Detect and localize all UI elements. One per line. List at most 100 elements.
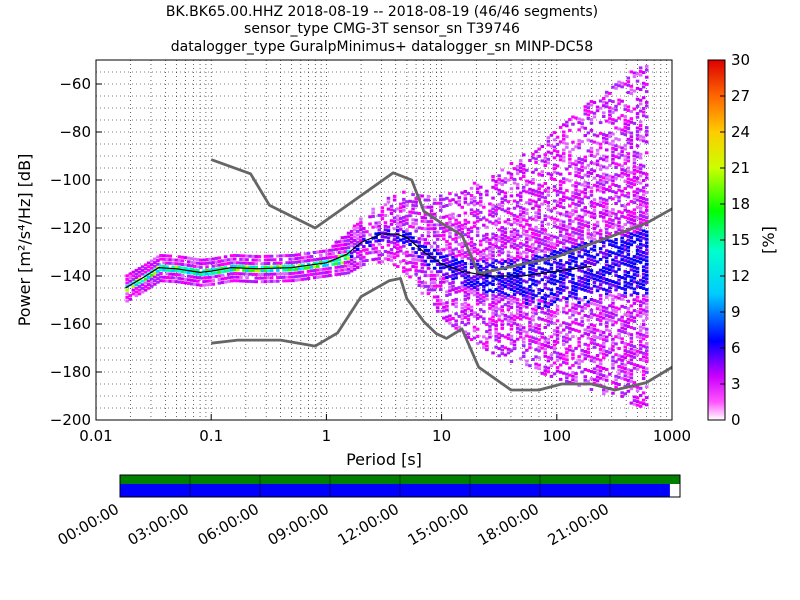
heatmap-cell [531, 340, 535, 343]
heatmap-cell [343, 239, 348, 243]
heatmap-cell [534, 229, 538, 233]
heatmap-cell [525, 302, 529, 305]
heatmap-cell [605, 134, 609, 137]
heatmap-cell [503, 353, 508, 357]
heatmap-cell [316, 250, 320, 254]
heatmap-cell [445, 301, 449, 305]
heatmap-cell [555, 265, 560, 269]
grid-lines [95, 60, 672, 420]
heatmap-cell [620, 85, 624, 89]
heatmap-cell [208, 272, 212, 276]
heatmap-cell [236, 264, 240, 268]
heatmap-cell [623, 363, 627, 367]
heatmap-cell [528, 180, 532, 184]
heatmap-cell [558, 226, 563, 230]
heatmap-cell [595, 364, 600, 368]
heatmap-cell [309, 269, 314, 273]
heatmap-cell [488, 332, 492, 335]
heatmap-cell [528, 364, 532, 368]
heatmap-cell [171, 276, 175, 280]
heatmap-cell [562, 285, 566, 289]
heatmap-cell [457, 325, 461, 329]
heatmap-cell [638, 329, 643, 333]
heatmap-cell [629, 84, 634, 88]
heatmap-cell [562, 245, 566, 249]
heatmap-cell [522, 355, 526, 358]
heatmap-cell [509, 338, 514, 342]
heatmap-cell [463, 265, 468, 269]
heatmap-cell [485, 247, 489, 251]
heatmap-cell [432, 273, 437, 277]
heatmap-cell [558, 291, 563, 295]
heatmap-cell [568, 323, 572, 327]
heatmap-cell [632, 71, 637, 75]
heatmap-cell [485, 268, 489, 272]
heatmap-cell [519, 209, 523, 213]
heatmap-cell [515, 280, 520, 284]
heatmap-cell [611, 175, 615, 179]
heatmap-cell [580, 219, 584, 223]
coverage-tick-label: 18:00:00 [475, 500, 542, 549]
heatmap-cell [356, 255, 360, 259]
heatmap-cell [598, 337, 603, 341]
heatmap-cell [540, 220, 544, 224]
heatmap-cell [577, 279, 581, 283]
heatmap-cell [568, 154, 572, 158]
heatmap-cell [611, 319, 615, 323]
heatmap-cell [562, 339, 566, 343]
heatmap-cell [288, 272, 292, 275]
heatmap-cell [620, 337, 624, 341]
heatmap-cell [598, 351, 603, 355]
heatmap-cell [641, 186, 646, 190]
heatmap-cell [598, 373, 603, 377]
heatmap-cell [479, 243, 483, 247]
heatmap-cell [592, 205, 597, 209]
heatmap-cell [629, 142, 634, 146]
heatmap-cell [617, 354, 621, 358]
heatmap-cell [565, 354, 569, 358]
heatmap-cell [432, 248, 437, 252]
heatmap-cell [439, 284, 443, 288]
heatmap-cell [346, 271, 351, 275]
heatmap-cell [580, 237, 584, 241]
heatmap-cell [193, 257, 197, 261]
heatmap-cell [568, 366, 572, 370]
heatmap-cell [343, 250, 348, 254]
heatmap-cell [205, 279, 209, 283]
heatmap-cell [626, 245, 631, 249]
heatmap-cell [562, 278, 566, 282]
heatmap-cell [638, 343, 643, 347]
heatmap-cell [515, 330, 520, 334]
heatmap-cell [432, 227, 437, 231]
heatmap-cell [374, 257, 378, 261]
heatmap-cell [288, 275, 292, 279]
heatmap-cell [405, 232, 409, 236]
heatmap-cell [589, 359, 594, 363]
heatmap-cell [503, 285, 508, 289]
heatmap-cell [614, 162, 618, 166]
heatmap-cell [608, 91, 612, 95]
heatmap-cell [546, 143, 551, 147]
heatmap-cell [635, 133, 640, 137]
heatmap-cell [629, 336, 634, 340]
heatmap-cell [445, 214, 449, 218]
heatmap-cell [635, 191, 640, 195]
heatmap-cell [134, 276, 139, 280]
heatmap-cell [485, 240, 489, 244]
heatmap-cell [620, 286, 624, 290]
heatmap-cell [555, 351, 560, 355]
heatmap-cell [454, 240, 458, 244]
heatmap-cell [196, 261, 200, 265]
heatmap-cell [509, 255, 514, 259]
heatmap-cell [611, 269, 615, 273]
heatmap-cell [620, 232, 624, 236]
heatmap-cell [399, 217, 403, 220]
heatmap-cell [623, 331, 627, 335]
heatmap-cell [565, 261, 569, 265]
heatmap-cell [306, 259, 311, 262]
heatmap-cell [605, 288, 609, 292]
heatmap-cell [645, 208, 649, 212]
heatmap-cell [500, 326, 504, 330]
heatmap-cell [641, 107, 646, 110]
